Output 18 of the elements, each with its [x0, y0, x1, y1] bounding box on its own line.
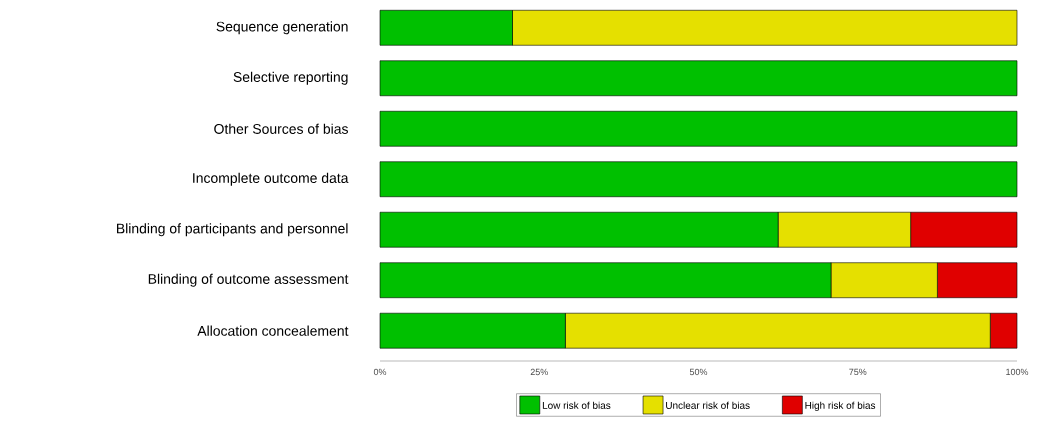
x-tick-label: 50% [689, 368, 708, 376]
bar [379, 60, 1018, 97]
y-tick-label: Selective reporting [233, 71, 348, 85]
y-tick-label: Blinding of outcome assessment [148, 273, 349, 287]
bar [379, 161, 1018, 198]
x-tick-label: 25% [530, 368, 548, 376]
legend-label: Unclear risk of bias [666, 401, 750, 409]
x-tick-label: 75% [849, 368, 867, 376]
legend-label: High risk of bias [805, 401, 876, 411]
legend-label: Low risk of bias [542, 401, 611, 409]
x-tick-label: 0% [373, 368, 387, 376]
y-tick-label: Sequence generation [216, 21, 348, 35]
bar [379, 110, 1018, 147]
y-tick-label: Other Sources of bias [214, 123, 348, 134]
x-tick-label: 100% [1006, 368, 1029, 376]
y-tick-label: Blinding of participants and personnel [117, 223, 348, 237]
y-tick-label: Incomplete outcome data [193, 172, 349, 186]
y-tick-label: Allocation concealement [197, 325, 349, 336]
